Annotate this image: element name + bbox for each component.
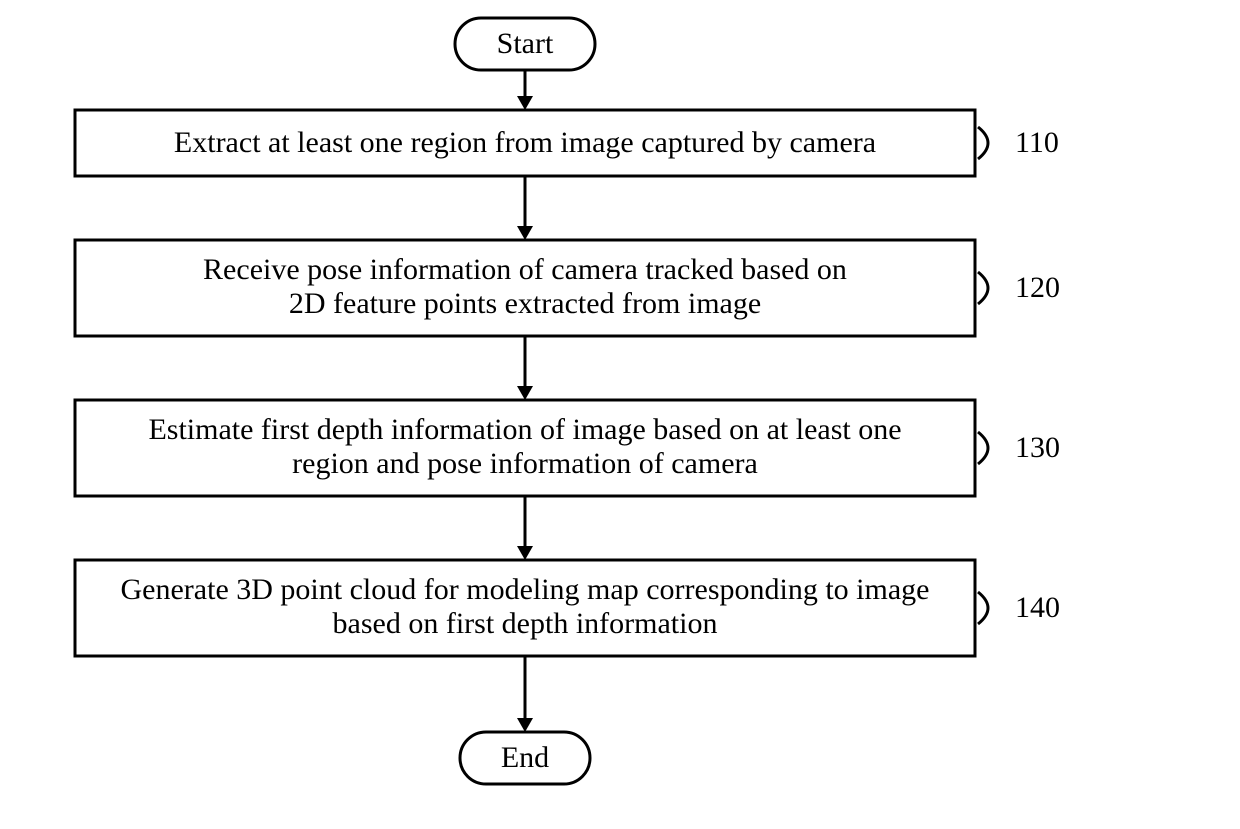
end-label: End	[501, 741, 549, 774]
step1-line1: Extract at least one region from image c…	[174, 126, 876, 159]
step3-ref: 130	[1015, 431, 1060, 464]
start-label: Start	[497, 27, 554, 60]
step3-line1: Estimate first depth information of imag…	[148, 413, 901, 446]
edge-start-step1	[517, 70, 533, 110]
step4-line2: based on first depth information	[333, 607, 718, 640]
node-step1: Extract at least one region from image c…	[75, 110, 1059, 176]
step3-line2: region and pose information of camera	[292, 447, 758, 480]
edge-step2-step3	[517, 336, 533, 400]
node-start: Start	[455, 18, 595, 70]
node-end: End	[460, 732, 590, 784]
node-step2: Receive pose information of camera track…	[75, 240, 1060, 336]
flowchart: Start Extract at least one region from i…	[0, 0, 1240, 829]
step2-line1: Receive pose information of camera track…	[203, 253, 847, 286]
node-step3: Estimate first depth information of imag…	[75, 400, 1060, 496]
edge-step4-end	[517, 656, 533, 732]
edge-step3-step4	[517, 496, 533, 560]
step2-line2: 2D feature points extracted from image	[289, 287, 761, 320]
step4-ref: 140	[1015, 591, 1060, 624]
step2-ref: 120	[1015, 271, 1060, 304]
node-step4: Generate 3D point cloud for modeling map…	[75, 560, 1060, 656]
step4-line1: Generate 3D point cloud for modeling map…	[121, 573, 930, 606]
edge-step1-step2	[517, 176, 533, 240]
step1-ref: 110	[1015, 126, 1059, 159]
